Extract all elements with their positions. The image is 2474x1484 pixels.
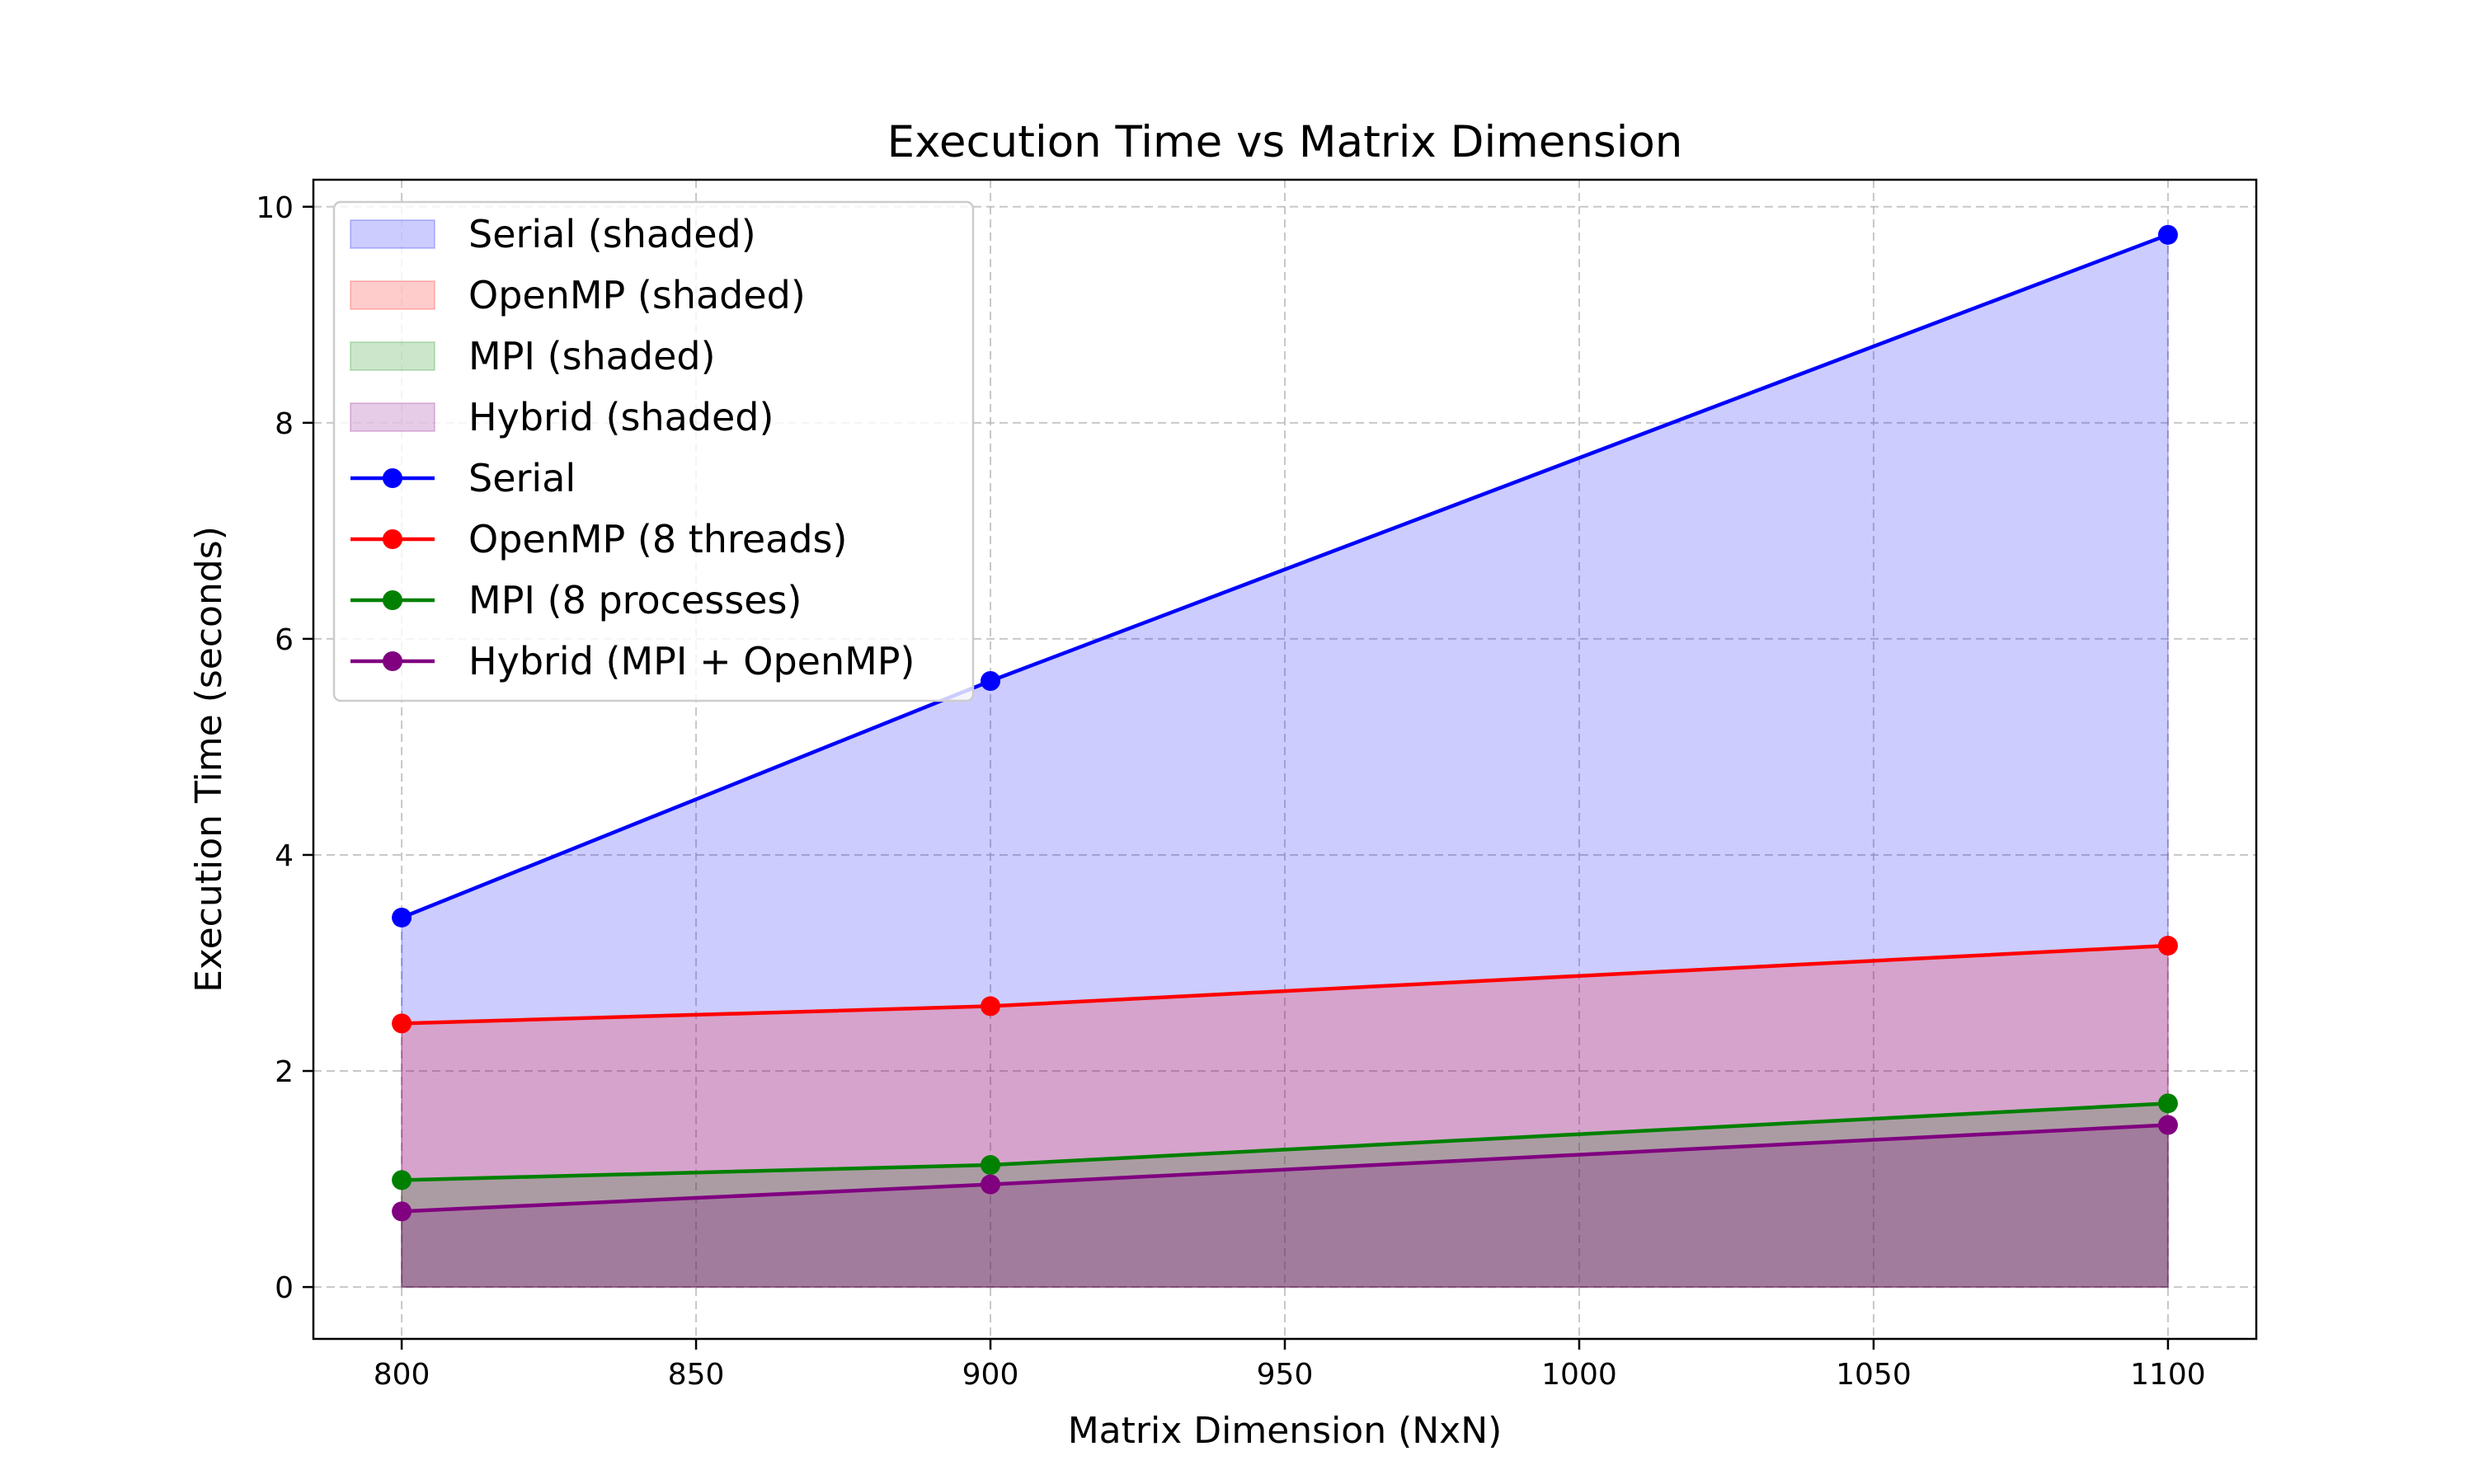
point-mpi-8-processes	[2157, 1093, 2178, 1114]
legend-swatch-shaded	[350, 280, 435, 310]
point-mpi-8-processes	[392, 1170, 412, 1190]
y-tick-label: 4	[275, 839, 294, 873]
legend-swatch-shaded	[350, 219, 435, 249]
x-tick-label: 800	[374, 1358, 430, 1392]
point-hybrid-mpi-openmp	[981, 1174, 1001, 1195]
legend-swatch-marker	[383, 651, 402, 671]
point-openmp-8-threads	[2157, 936, 2178, 956]
legend-label: OpenMP (shaded)	[468, 273, 806, 317]
point-serial	[392, 907, 412, 928]
y-tick-label: 0	[275, 1271, 294, 1305]
x-tick-label: 950	[1257, 1358, 1314, 1392]
legend-label: Serial (shaded)	[468, 212, 756, 256]
legend-label: Hybrid (MPI + OpenMP)	[468, 639, 915, 683]
x-tick-label: 850	[668, 1358, 725, 1392]
y-tick-label: 2	[275, 1055, 294, 1089]
point-mpi-8-processes	[981, 1155, 1001, 1176]
x-axis-label: Matrix Dimension (NxN)	[1068, 1410, 1503, 1452]
x-tick-label: 1050	[1836, 1358, 1912, 1392]
y-tick-label: 10	[256, 191, 294, 225]
legend-swatch-marker	[383, 468, 402, 488]
x-tick-label: 1100	[2130, 1358, 2206, 1392]
legend-items: Serial (shaded) OpenMP (shaded) MPI (shade…	[350, 212, 915, 683]
axis-ticks: 800 850 900 950 1000 1050 1100 0 2 4 6 8 10	[256, 191, 2206, 1392]
legend-swatch-marker	[383, 590, 402, 610]
legend: Serial (shaded) OpenMP (shaded) MPI (shade…	[332, 200, 975, 702]
point-hybrid-mpi-openmp	[2157, 1115, 2178, 1135]
y-axis-label: Execution Time (seconds)	[188, 526, 230, 993]
chart-title: Execution Time vs Matrix Dimension	[887, 117, 1683, 167]
legend-label: Serial	[468, 456, 576, 500]
area-fills	[401, 233, 2169, 1289]
point-serial	[2157, 224, 2178, 245]
point-hybrid-mpi-openmp	[392, 1201, 412, 1222]
point-openmp-8-threads	[392, 1013, 412, 1034]
legend-label: OpenMP (8 threads)	[468, 517, 847, 561]
point-serial	[981, 671, 1001, 691]
y-tick-label: 6	[275, 623, 294, 657]
legend-label: Hybrid (shaded)	[468, 395, 774, 439]
x-tick-label: 1000	[1541, 1358, 1617, 1392]
legend-label: MPI (shaded)	[468, 334, 716, 378]
legend-swatch-shaded	[350, 341, 435, 371]
y-tick-label: 8	[275, 407, 294, 441]
point-openmp-8-threads	[981, 996, 1001, 1017]
legend-label: MPI (8 processes)	[468, 578, 802, 622]
x-tick-label: 900	[962, 1358, 1019, 1392]
legend-swatch-shaded	[350, 402, 435, 432]
legend-box	[332, 200, 975, 702]
series-lines	[392, 224, 2178, 1222]
legend-swatch-marker	[383, 529, 402, 549]
